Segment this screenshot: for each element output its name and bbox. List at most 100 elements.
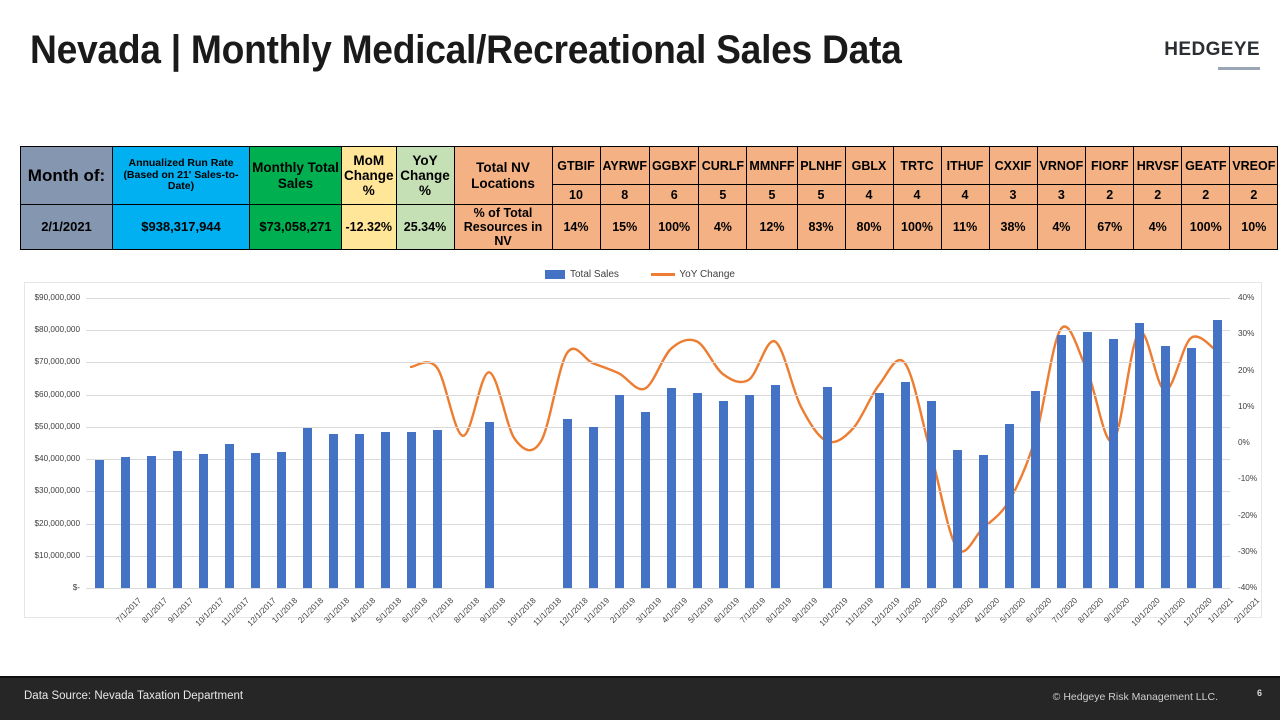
ticker-location-count: 10 (551, 184, 601, 205)
x-axis-tick: 7/1/2018 (426, 596, 456, 625)
ticker-pct: 100% (648, 204, 700, 250)
ticker-location-count: 6 (648, 184, 700, 205)
gridline (86, 523, 1230, 525)
ticker-symbol: AYRWF (599, 146, 650, 185)
chart-bar (276, 452, 286, 588)
ticker-location-count: 5 (698, 184, 748, 205)
hedgeye-logo: HEDGEYE (1110, 40, 1260, 70)
chart-bar (146, 455, 156, 588)
chart-bar (1212, 319, 1222, 588)
ticker-pct: 80% (844, 204, 894, 250)
chart-bar (484, 422, 494, 588)
value-annualized-run-rate: $938,317,944 (112, 204, 250, 250)
legend-item-total-sales: Total Sales (545, 269, 619, 280)
ticker-symbol: PLNHF (796, 146, 846, 185)
y-axis-left-tick: $80,000,000 (34, 325, 80, 335)
header-total-nv-locations: Total NV Locations (453, 146, 553, 205)
summary-table: Month of: Annualized Run Rate (Based on … (20, 146, 1279, 250)
y-axis-right-tick: -10% (1238, 474, 1258, 484)
ticker-location-count: 2 (1133, 184, 1183, 205)
y-axis-right-tick: 10% (1238, 401, 1255, 411)
chart-plot-area: $- $10,000,000 $20,000,000 $30,000,000 $40,0… (34, 293, 1261, 720)
ticker-pct: 12% (746, 204, 798, 250)
y-axis-left-tick: $10,000,000 (34, 550, 80, 560)
ticker-location-count: 4 (940, 184, 990, 205)
ticker-pct: 10% (1229, 204, 1279, 250)
chart-bar (380, 432, 390, 588)
ticker-symbol: FIORF (1085, 146, 1135, 185)
chart-bar (432, 430, 442, 588)
legend-bar-swatch-icon (545, 270, 565, 280)
x-axis-tick: 5/1/2020 (998, 596, 1028, 625)
chart-bar (94, 459, 104, 588)
chart-bar (1108, 339, 1118, 588)
gridline (86, 330, 1230, 332)
ticker-symbol: VRNOF (1036, 146, 1087, 185)
ticker-location-count: 3 (1036, 184, 1087, 205)
y-axis-right-tick: 20% (1238, 365, 1255, 375)
legend-label: YoY Change (679, 269, 735, 281)
chart-bar (744, 394, 754, 588)
chart-bar (198, 454, 208, 588)
chart-bar (770, 385, 780, 588)
x-axis-tick: 9/1/2020 (1102, 596, 1132, 625)
ticker-symbol: GEATF (1181, 146, 1231, 185)
legend-item-yoy-change: YoY Change (651, 269, 735, 280)
header-month-of: Month of: (20, 146, 113, 205)
value-month-of: 2/1/2021 (20, 204, 113, 250)
chart-bar (250, 453, 260, 588)
ticker-pct: 4% (1133, 204, 1183, 250)
gridline (86, 426, 1230, 428)
header-pct-total-resources: % of Total Resources in NV (453, 204, 553, 250)
ticker-location-count: 2 (1085, 184, 1135, 205)
x-axis-tick: 5/1/2019 (686, 596, 716, 625)
table-row-location-counts: 10 8 6 5 5 5 4 4 4 3 3 2 2 2 2 (21, 184, 1279, 205)
chart-bar (978, 454, 988, 588)
gridline (86, 298, 1230, 299)
x-axis-tick: 4/1/2018 (348, 596, 378, 625)
chart-bar (666, 388, 676, 588)
ticker-symbol: CURLF (698, 146, 748, 185)
footer: Data Source: Nevada Taxation Department … (0, 676, 1280, 720)
x-axis-tick: 4/1/2020 (972, 596, 1002, 625)
footer-copyright: © Hedgeye Risk Management LLC. (1052, 691, 1218, 703)
ticker-location-count: 4 (844, 184, 894, 205)
x-axis-tick: 7/1/2017 (114, 596, 144, 625)
chart-bar (1056, 335, 1066, 588)
x-axis-tick: 8/1/2017 (140, 596, 170, 625)
y-axis-left-tick: $20,000,000 (34, 518, 80, 528)
chart-bar (120, 456, 130, 588)
chart-bar (562, 418, 572, 588)
ticker-pct: 15% (599, 204, 650, 250)
chart-canvas: $- $10,000,000 $20,000,000 $30,000,000 $40,0… (34, 293, 1261, 720)
chart-bar (1186, 347, 1196, 588)
ticker-pct: 67% (1085, 204, 1135, 250)
chart-bar (328, 434, 338, 588)
x-axis-tick: 2/1/2018 (296, 596, 326, 625)
gridline (86, 491, 1230, 493)
ticker-location-count: 2 (1181, 184, 1231, 205)
footer-data-source: Data Source: Nevada Taxation Department (24, 690, 244, 702)
y-axis-left-tick: $50,000,000 (34, 421, 80, 431)
ticker-location-count: 5 (746, 184, 798, 205)
y-axis-right-tick: 0% (1238, 438, 1250, 447)
ticker-symbol: GBLX (844, 146, 894, 185)
y-axis-right-tick: 40% (1238, 293, 1255, 302)
chart-legend: Total Sales YoY Change (14, 266, 1266, 284)
footer-top-rule (0, 676, 1280, 678)
table-row-values: 2/1/2021 $938,317,944 $73,058,271 -12.32… (20, 204, 1279, 250)
y-axis-right-tick: 30% (1238, 329, 1255, 339)
chart-bar (354, 433, 364, 588)
chart-bar (224, 444, 234, 588)
chart-bar (614, 394, 624, 588)
ticker-symbol: VREOF (1229, 146, 1279, 185)
yoy-change-line (409, 325, 1219, 553)
ticker-pct: 4% (1036, 204, 1087, 250)
chart-bar (406, 432, 416, 588)
ticker-pct: 14% (551, 204, 601, 250)
ticker-pct: 83% (796, 204, 846, 250)
x-axis-tick: 2/1/2019 (608, 596, 638, 625)
x-axis-tick: 9/1/2019 (790, 596, 820, 625)
ticker-location-count: 2 (1229, 184, 1279, 205)
x-axis-tick: 7/1/2020 (1050, 596, 1080, 625)
